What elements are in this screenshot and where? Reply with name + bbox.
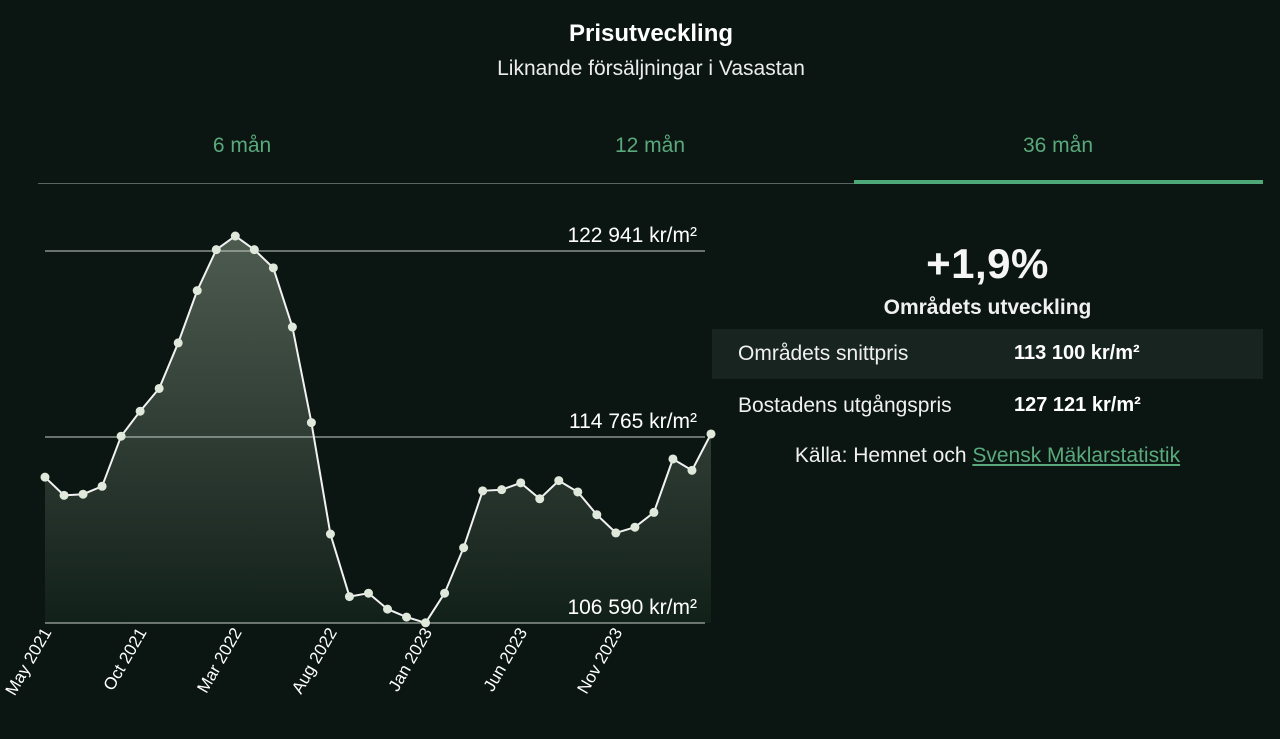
data-point bbox=[440, 588, 450, 598]
stat-value: 113 100 kr/m² bbox=[1014, 342, 1140, 364]
period-tabs: 6 mån 12 mån 36 mån bbox=[38, 120, 1263, 186]
data-point bbox=[383, 604, 393, 614]
tabs-divider bbox=[38, 183, 1263, 184]
data-point bbox=[497, 485, 507, 495]
reference-line-label: 106 590 kr/m² bbox=[567, 596, 697, 619]
data-point bbox=[135, 406, 145, 416]
data-point bbox=[592, 510, 602, 520]
data-point bbox=[516, 478, 526, 488]
x-tick-label: Jan 2023 bbox=[385, 625, 436, 695]
data-point bbox=[249, 245, 259, 255]
data-point bbox=[97, 481, 107, 491]
tab-12-months[interactable]: 12 mån bbox=[614, 134, 686, 157]
tab-6-months[interactable]: 6 mån bbox=[212, 134, 272, 157]
data-point bbox=[535, 494, 545, 504]
data-point bbox=[687, 465, 697, 475]
data-point bbox=[116, 431, 126, 441]
data-point bbox=[363, 588, 373, 598]
data-point bbox=[573, 487, 583, 497]
data-point bbox=[306, 418, 316, 428]
data-point bbox=[611, 528, 621, 538]
x-tick-label: Aug 2022 bbox=[288, 625, 341, 698]
data-point bbox=[706, 429, 716, 439]
data-point bbox=[402, 612, 412, 622]
active-tab-indicator bbox=[854, 180, 1263, 184]
page-title: Prisutveckling bbox=[568, 20, 734, 47]
area-change-value: +1,9% bbox=[926, 240, 1049, 287]
data-point bbox=[268, 263, 278, 273]
x-tick-label: Jun 2023 bbox=[480, 625, 531, 695]
stat-label: Områdets snittpris bbox=[738, 342, 909, 365]
data-point bbox=[344, 592, 354, 602]
stat-label: Bostadens utgångspris bbox=[738, 394, 952, 417]
data-point bbox=[421, 618, 431, 628]
source-link[interactable]: Svensk Mäklarstatistik bbox=[972, 444, 1181, 467]
data-point bbox=[668, 454, 678, 464]
x-tick-label: Nov 2023 bbox=[573, 625, 626, 698]
data-point bbox=[78, 489, 88, 499]
data-point bbox=[173, 338, 183, 348]
data-point bbox=[59, 490, 69, 500]
data-point bbox=[630, 522, 640, 532]
data-point bbox=[287, 322, 297, 332]
x-tick-label: May 2021 bbox=[2, 625, 56, 699]
source-text: Källa: Hemnet och Svensk Mäklarstatistik bbox=[712, 444, 1263, 468]
reference-line-label: 114 765 kr/m² bbox=[569, 410, 697, 433]
source-prefix: Källa: Hemnet och bbox=[794, 444, 967, 467]
page-subtitle: Liknande försäljningar i Vasastan bbox=[497, 57, 805, 80]
data-point bbox=[154, 383, 164, 393]
stat-value: 127 121 kr/m² bbox=[1014, 394, 1141, 416]
data-point bbox=[325, 529, 335, 539]
stat-row-asking-price: Bostadens utgångspris 127 121 kr/m² bbox=[712, 381, 1263, 431]
data-point bbox=[211, 245, 221, 255]
data-point bbox=[649, 507, 659, 517]
data-point bbox=[230, 231, 240, 241]
stat-row-area-average: Områdets snittpris 113 100 kr/m² bbox=[712, 329, 1263, 379]
data-point bbox=[554, 476, 564, 486]
tab-36-months[interactable]: 36 mån bbox=[1022, 134, 1094, 157]
x-tick-label: Oct 2021 bbox=[100, 625, 151, 694]
x-tick-label: Mar 2022 bbox=[193, 625, 245, 697]
data-point bbox=[192, 286, 202, 296]
reference-line-label: 122 941 kr/m² bbox=[567, 224, 697, 247]
price-area-fill bbox=[45, 236, 711, 623]
area-change-label: Områdets utveckling bbox=[883, 296, 1092, 319]
data-point bbox=[459, 543, 469, 553]
data-point bbox=[478, 486, 488, 496]
data-point bbox=[40, 472, 50, 482]
